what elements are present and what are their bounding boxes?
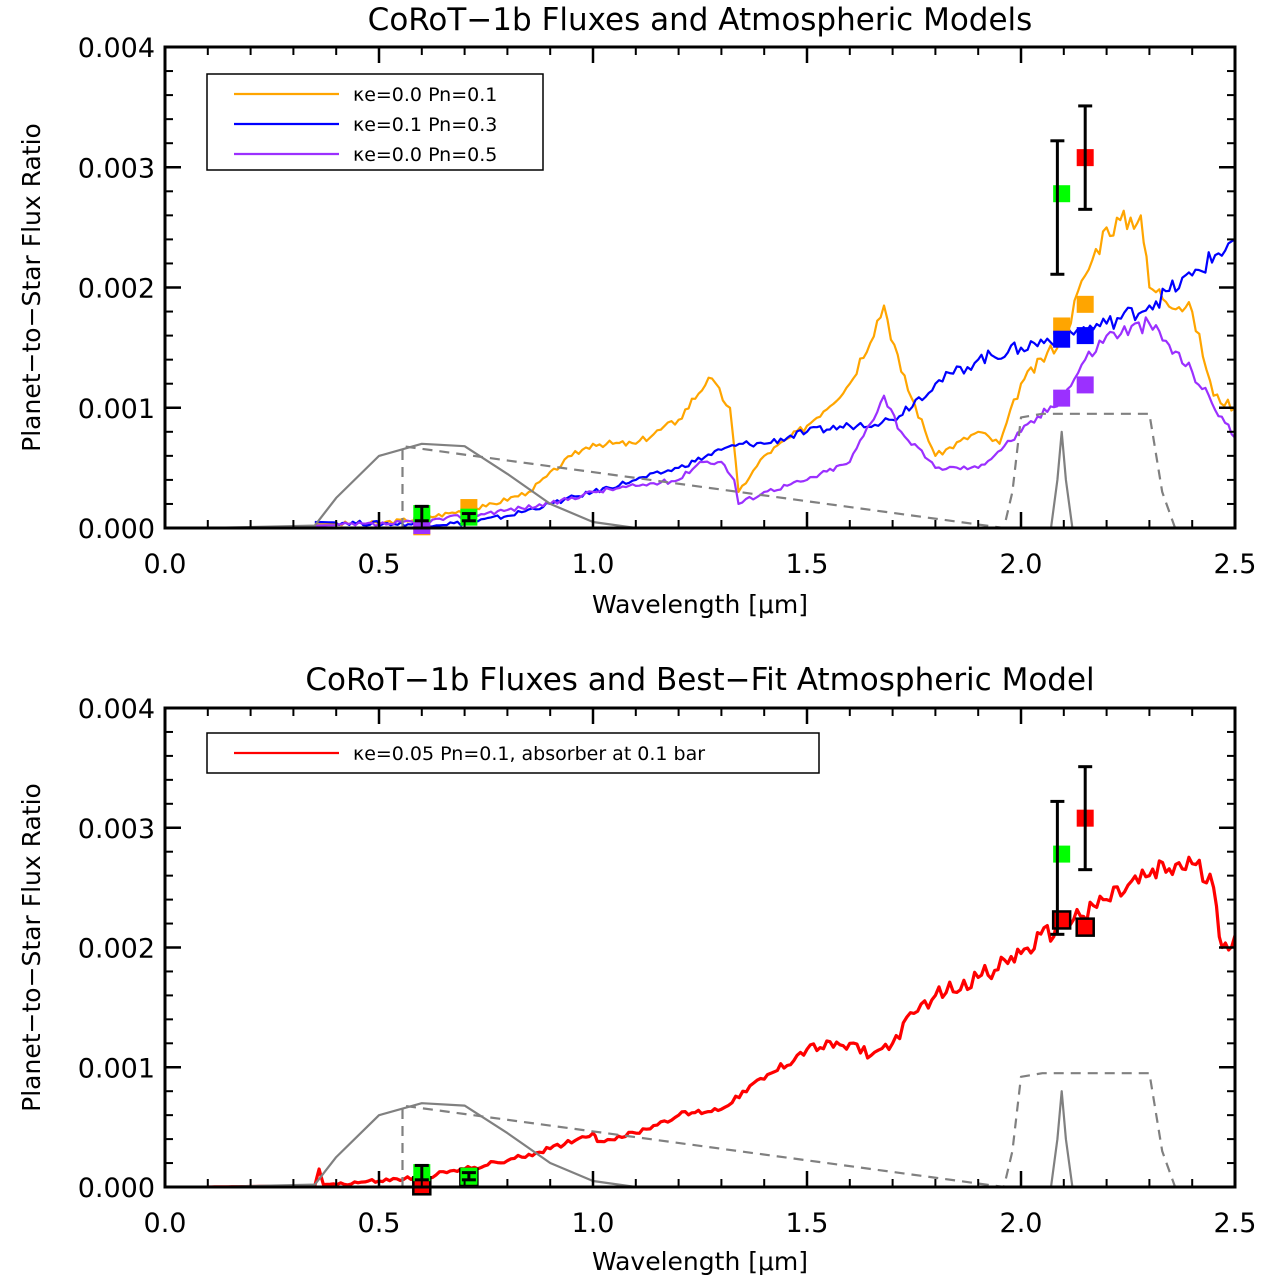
series-line-0 [314,209,1235,527]
x-axis-label: Wavelength [μm] [592,1247,808,1276]
observation-point [1053,845,1071,863]
y-tick-label: 0.003 [78,153,155,184]
y-tick-label: 0.001 [78,1053,155,1084]
error-bar [1050,139,1065,276]
model-point [1053,389,1071,407]
bottom-chart-panel: CoRoT−1b Fluxes and Best−Fit Atmospheric… [17,662,1256,1276]
series-line-0 [207,855,1235,1187]
error-bar [1050,799,1065,936]
error-bar [1078,765,1093,872]
model-point [1051,910,1072,930]
x-tick-label: 0.0 [144,549,187,580]
filter-curve-solid [207,1090,1235,1187]
y-axis-label: Planet−to−Star Flux Ratio [17,783,46,1112]
x-tick-label: 2.5 [1214,549,1257,580]
chart-title: CoRoT−1b Fluxes and Best−Fit Atmospheric… [305,662,1094,698]
x-tick-label: 0.5 [358,1208,401,1239]
chart-title: CoRoT−1b Fluxes and Atmospheric Models [368,2,1033,38]
model-point [1075,917,1095,937]
x-tick-label: 1.0 [572,549,615,580]
legend: κe=0.0 Pn=0.1 κe=0.1 Pn=0.3 κe=0.0 Pn=0.5 [206,73,544,171]
x-tick-label: 0.5 [358,549,401,580]
y-tick-label: 0.004 [78,694,155,725]
observation-point [1053,185,1071,203]
top-chart-panel: CoRoT−1b Fluxes and Atmospheric Models 0.… [17,2,1256,619]
y-tick-label: 0.004 [78,33,155,64]
y-tick-label: 0.002 [78,934,155,965]
x-tick-label: 2.0 [1000,1208,1043,1239]
x-axis-label: Wavelength [μm] [592,590,808,619]
model-point [1053,317,1071,335]
y-tick-label: 0.001 [78,394,155,425]
filter-curve-dashed [401,412,1177,528]
axes-frame [163,706,1237,1189]
legend-label: κe=0.0 Pn=0.5 [353,144,497,166]
x-tick-label: 2.0 [1000,549,1043,580]
error-bar [1078,104,1093,211]
x-tick-label: 1.5 [786,549,829,580]
legend: κe=0.05 Pn=0.1, absorber at 0.1 bar [206,732,820,774]
model-point [1076,376,1094,394]
y-axis-label: Planet−to−Star Flux Ratio [17,123,46,452]
y-tick-label: 0.003 [78,814,155,845]
y-tick-label: 0.000 [78,1173,155,1204]
filter-curve-dashed [401,1072,1177,1187]
series-line-2 [314,316,1235,527]
plot-area [207,209,1235,528]
model-point [1076,327,1094,345]
model-point [1053,330,1071,348]
x-tick-label: 1.0 [572,1208,615,1239]
model-point [1076,295,1094,313]
plot-area [207,855,1235,1187]
legend-label: κe=0.1 Pn=0.3 [353,114,497,136]
x-tick-label: 0.0 [144,1208,187,1239]
legend-label: κe=0.05 Pn=0.1, absorber at 0.1 bar [353,743,705,765]
y-tick-label: 0.002 [78,274,155,305]
legend-label: κe=0.0 Pn=0.1 [353,84,497,106]
series-line-1 [314,238,1235,528]
x-tick-label: 1.5 [786,1208,829,1239]
x-tick-label: 2.5 [1214,1208,1257,1239]
y-tick-label: 0.000 [78,514,155,545]
filter-curve-solid [207,430,1235,528]
